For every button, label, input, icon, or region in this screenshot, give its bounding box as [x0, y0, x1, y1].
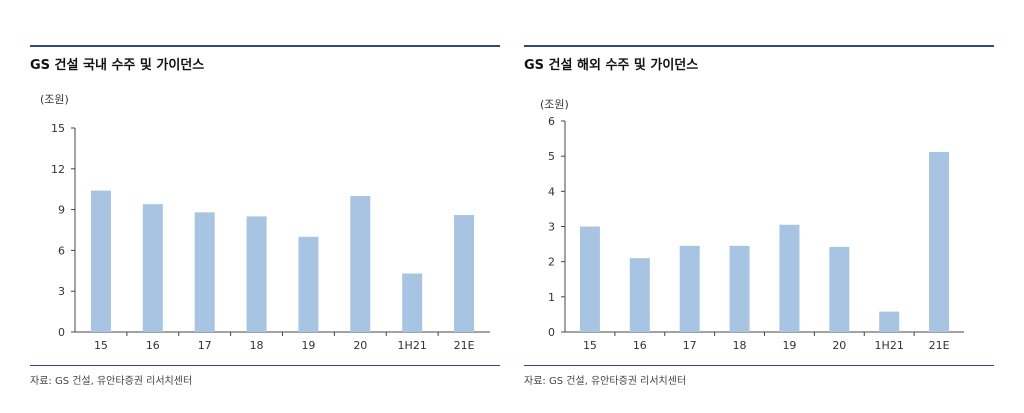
y-axis-unit-label: (조원) [540, 98, 569, 111]
x-tick-label: 16 [633, 339, 647, 352]
x-tick-label: 1H21 [875, 339, 904, 352]
y-tick-label: 5 [548, 150, 555, 163]
bar-20 [829, 246, 850, 332]
top-rule [30, 45, 500, 47]
chart-title: GS 건설 국내 수주 및 가이던스 [30, 58, 205, 73]
y-tick-label: 15 [51, 122, 65, 135]
x-tick-label: 18 [250, 339, 264, 352]
bar-16 [629, 258, 650, 332]
bar-19 [779, 224, 800, 332]
bar-21E [929, 151, 950, 332]
x-tick-label: 21E [454, 339, 475, 352]
bar-15 [579, 226, 600, 332]
bottom-rule [524, 365, 994, 366]
source-note: 자료: GS 건설, 유안타증권 리서치센터 [524, 376, 687, 387]
x-tick-label: 20 [353, 339, 367, 352]
x-tick-label: 19 [301, 339, 315, 352]
bottom-rule [30, 365, 500, 366]
y-tick-label: 6 [548, 115, 555, 128]
bar-18 [246, 216, 267, 332]
y-tick-label: 0 [548, 326, 555, 339]
y-tick-label: 4 [548, 185, 555, 198]
bar-chart-overseas: 0 1 2 3 4 5 6 15 16 17 18 19 20 1H21 21E [548, 115, 964, 352]
y-tick-label: 9 [58, 204, 65, 217]
y-tick-label: 3 [58, 285, 65, 298]
x-tick-label: 17 [198, 339, 212, 352]
source-note: 자료: GS 건설, 유안타증권 리서치센터 [30, 376, 193, 387]
x-tick-label: 21E [929, 339, 950, 352]
x-tick-label: 15 [94, 339, 108, 352]
bar-16 [142, 204, 163, 332]
bar-18 [729, 245, 750, 332]
y-tick-label: 3 [548, 221, 555, 234]
y-tick-label: 12 [51, 163, 65, 176]
bar-chart-domestic: 0 3 6 9 12 15 15 16 17 18 19 20 1H21 21E [51, 122, 490, 352]
y-tick-label: 0 [58, 326, 65, 339]
top-rule [524, 45, 994, 47]
y-tick-label: 2 [548, 256, 555, 269]
x-tick-label: 1H21 [398, 339, 427, 352]
bar-17 [194, 212, 215, 332]
y-tick-label: 1 [548, 291, 555, 304]
bar-17 [679, 245, 700, 332]
y-axis-unit-label: (조원) [40, 93, 69, 106]
bar-15 [90, 190, 111, 332]
bar-1H21 [879, 311, 900, 332]
x-tick-label: 19 [782, 339, 796, 352]
x-tick-label: 18 [733, 339, 747, 352]
y-tick-label: 6 [58, 244, 65, 257]
x-tick-label: 16 [146, 339, 160, 352]
bar-20 [350, 196, 371, 332]
x-tick-label: 17 [683, 339, 697, 352]
bar-1H21 [402, 273, 423, 332]
chart-panel-domestic: GS 건설 국내 수주 및 가이던스 (조원) 0 3 6 9 12 15 15 16 17 18… [30, 0, 500, 413]
x-tick-label: 15 [583, 339, 597, 352]
chart-title: GS 건설 해외 수주 및 가이던스 [524, 58, 699, 73]
bar-19 [298, 236, 319, 332]
chart-panel-overseas: GS 건설 해외 수주 및 가이던스 (조원) 0 1 2 3 4 5 6 15 16 17 18 1… [524, 0, 994, 413]
bar-21E [454, 215, 475, 332]
x-tick-label: 20 [832, 339, 846, 352]
